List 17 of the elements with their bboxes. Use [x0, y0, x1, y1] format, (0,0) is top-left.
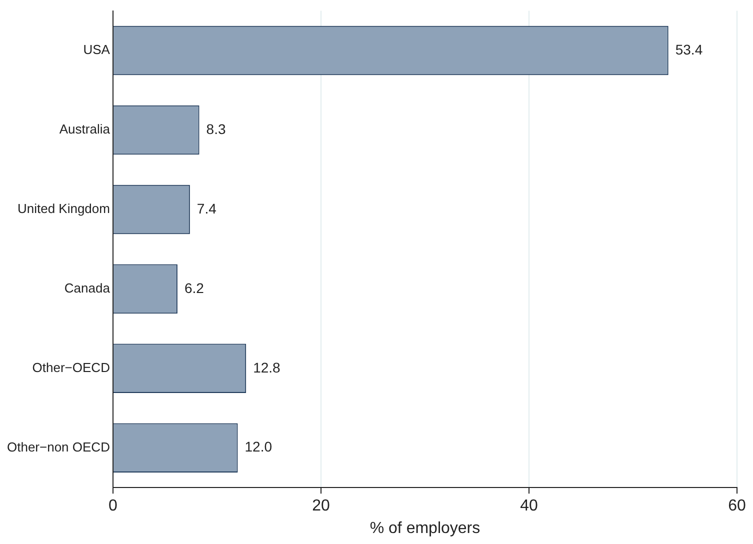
x-tick-label: 20 [312, 498, 330, 515]
x-tick-label: 60 [728, 498, 746, 515]
data-label: 53.4 [675, 41, 703, 58]
x-tick-label: 40 [520, 498, 538, 515]
y-tick-label: Other−OECD [32, 360, 110, 375]
data-label: 12.0 [244, 438, 272, 455]
y-tick-label: USA [83, 42, 110, 58]
data-label: 12.8 [253, 359, 281, 376]
x-axis-title: % of employers [370, 520, 480, 537]
data-label: 8.3 [206, 120, 226, 137]
y-tick-label: United Kingdom [17, 201, 110, 216]
y-tick-label: Other−non OECD [6, 439, 110, 454]
data-label: 7.4 [196, 200, 217, 216]
data-label: 6.2 [184, 280, 204, 296]
y-tick-label: Australia [59, 122, 111, 137]
x-tick-label: 0 [108, 498, 118, 515]
y-tick-label: Canada [64, 280, 111, 296]
